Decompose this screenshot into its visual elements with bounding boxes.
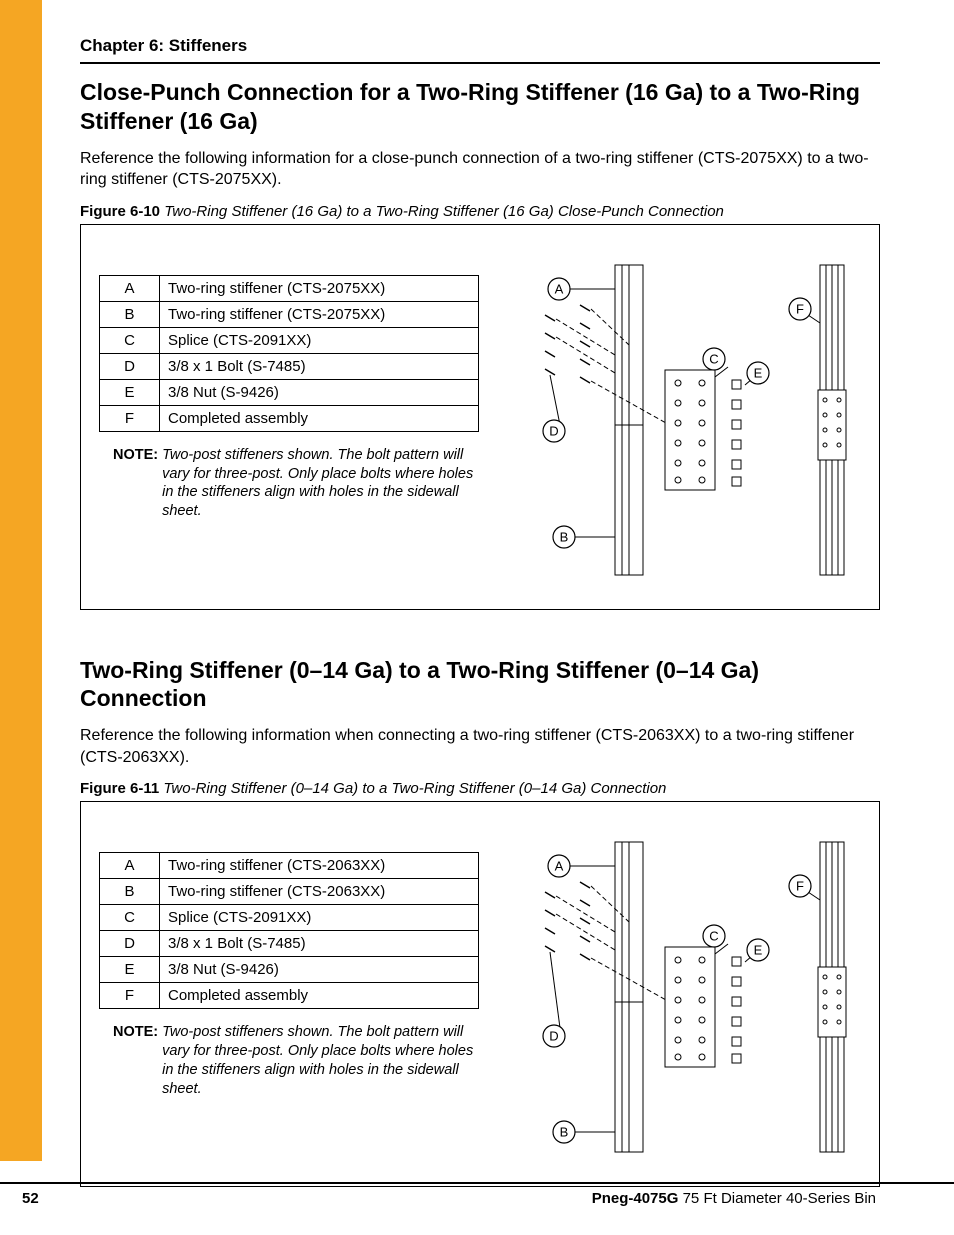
- legend-val: 3/8 x 1 Bolt (S-7485): [160, 353, 479, 379]
- callout-A: A: [555, 859, 564, 874]
- legend-key: B: [100, 301, 160, 327]
- doc-id: Pneg-4075G: [592, 1190, 679, 1207]
- legend-key: D: [100, 353, 160, 379]
- legend-key: A: [100, 853, 160, 879]
- callout-D: D: [549, 1029, 558, 1044]
- table-row: CSplice (CTS-2091XX): [100, 905, 479, 931]
- bolts-icon: [545, 305, 590, 383]
- page-content: Chapter 6: Stiffeners Close-Punch Connec…: [80, 36, 880, 1187]
- figure1-legend-col: ATwo-ring stiffener (CTS-2075XX) BTwo-ri…: [99, 255, 479, 585]
- note-text: Two-post stiffeners shown. The bolt patt…: [162, 1023, 479, 1098]
- table-row: FCompleted assembly: [100, 983, 479, 1009]
- side-accent-bar: [0, 0, 42, 1161]
- note-label: NOTE:: [99, 1023, 162, 1098]
- figure1-box: ATwo-ring stiffener (CTS-2075XX) BTwo-ri…: [80, 224, 880, 610]
- legend-val: Splice (CTS-2091XX): [160, 905, 479, 931]
- callout-C: C: [709, 351, 718, 366]
- callout-F: F: [796, 879, 804, 894]
- legend-val: 3/8 Nut (S-9426): [160, 957, 479, 983]
- legend-key: E: [100, 379, 160, 405]
- legend-val: Splice (CTS-2091XX): [160, 327, 479, 353]
- table-row: BTwo-ring stiffener (CTS-2075XX): [100, 301, 479, 327]
- nuts-icon: [732, 380, 741, 486]
- figure2-legend-table: ATwo-ring stiffener (CTS-2063XX) BTwo-ri…: [99, 852, 479, 1009]
- note-label: NOTE:: [99, 446, 162, 521]
- section2-paragraph: Reference the following information when…: [80, 725, 880, 768]
- callout-A: A: [555, 281, 564, 296]
- note-text: Two-post stiffeners shown. The bolt patt…: [162, 446, 479, 521]
- figure1-description: Two-Ring Stiffener (16 Ga) to a Two-Ring…: [164, 203, 724, 220]
- doc-desc: 75 Ft Diameter 40-Series Bin: [678, 1190, 876, 1207]
- legend-val: 3/8 x 1 Bolt (S-7485): [160, 931, 479, 957]
- table-row: BTwo-ring stiffener (CTS-2063XX): [100, 879, 479, 905]
- callout-D: D: [549, 423, 558, 438]
- table-row: FCompleted assembly: [100, 405, 479, 431]
- legend-key: D: [100, 931, 160, 957]
- legend-val: Two-ring stiffener (CTS-2063XX): [160, 853, 479, 879]
- legend-val: Completed assembly: [160, 405, 479, 431]
- table-row: ATwo-ring stiffener (CTS-2075XX): [100, 275, 479, 301]
- figure1-number: Figure 6-10: [80, 203, 160, 220]
- legend-key: E: [100, 957, 160, 983]
- figure2-caption: Figure 6-11 Two-Ring Stiffener (0–14 Ga)…: [80, 780, 880, 797]
- legend-val: Two-ring stiffener (CTS-2075XX): [160, 301, 479, 327]
- legend-val: Two-ring stiffener (CTS-2063XX): [160, 879, 479, 905]
- assembly-diagram-icon: A B C D E: [500, 255, 860, 585]
- figure1-note: NOTE: Two-post stiffeners shown. The bol…: [99, 446, 479, 521]
- legend-val: Completed assembly: [160, 983, 479, 1009]
- legend-val: 3/8 Nut (S-9426): [160, 379, 479, 405]
- page-number: 52: [22, 1190, 39, 1207]
- callout-E: E: [754, 365, 763, 380]
- legend-key: F: [100, 983, 160, 1009]
- figure1-legend-table: ATwo-ring stiffener (CTS-2075XX) BTwo-ri…: [99, 275, 479, 432]
- callout-E: E: [754, 943, 763, 958]
- callout-B: B: [560, 529, 569, 544]
- table-row: E3/8 Nut (S-9426): [100, 379, 479, 405]
- section1-paragraph: Reference the following information for …: [80, 148, 880, 191]
- callout-F: F: [796, 301, 804, 316]
- table-row: D3/8 x 1 Bolt (S-7485): [100, 931, 479, 957]
- legend-val: Two-ring stiffener (CTS-2075XX): [160, 275, 479, 301]
- legend-key: C: [100, 327, 160, 353]
- legend-key: C: [100, 905, 160, 931]
- table-row: D3/8 x 1 Bolt (S-7485): [100, 353, 479, 379]
- figure2-note: NOTE: Two-post stiffeners shown. The bol…: [99, 1023, 479, 1098]
- section1-title: Close-Punch Connection for a Two-Ring St…: [80, 78, 880, 136]
- doc-title: Pneg-4075G 75 Ft Diameter 40-Series Bin: [592, 1190, 876, 1207]
- legend-key: F: [100, 405, 160, 431]
- table-row: ATwo-ring stiffener (CTS-2063XX): [100, 853, 479, 879]
- chapter-heading: Chapter 6: Stiffeners: [80, 36, 880, 64]
- figure2-description: Two-Ring Stiffener (0–14 Ga) to a Two-Ri…: [163, 780, 666, 797]
- figure2-diagram: A B C D E F: [499, 832, 861, 1162]
- figure1-caption: Figure 6-10 Two-Ring Stiffener (16 Ga) t…: [80, 203, 880, 220]
- figure2-number: Figure 6-11: [80, 780, 159, 797]
- figure2-legend-col: ATwo-ring stiffener (CTS-2063XX) BTwo-ri…: [99, 832, 479, 1162]
- callout-C: C: [709, 929, 718, 944]
- table-row: CSplice (CTS-2091XX): [100, 327, 479, 353]
- table-row: E3/8 Nut (S-9426): [100, 957, 479, 983]
- section2-title: Two-Ring Stiffener (0–14 Ga) to a Two-Ri…: [80, 656, 880, 714]
- assembly-diagram-icon: A B C D E F: [500, 832, 860, 1162]
- figure1-diagram: A B C D E: [499, 255, 861, 585]
- legend-key: B: [100, 879, 160, 905]
- callout-B: B: [560, 1125, 569, 1140]
- figure2-box: ATwo-ring stiffener (CTS-2063XX) BTwo-ri…: [80, 801, 880, 1187]
- page-footer: 52 Pneg-4075G 75 Ft Diameter 40-Series B…: [0, 1182, 954, 1207]
- legend-key: A: [100, 275, 160, 301]
